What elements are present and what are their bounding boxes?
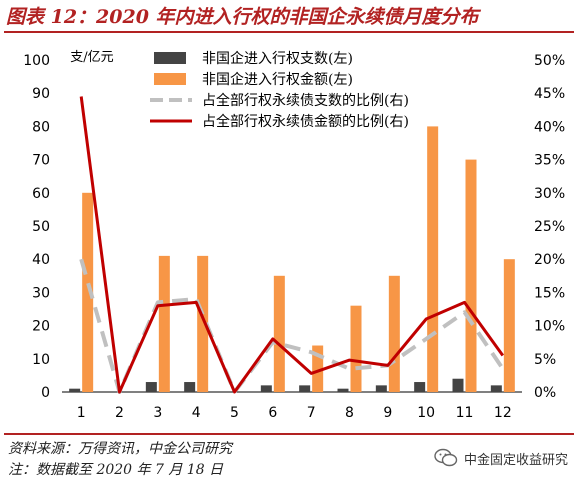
y-left-tick-label: 10: [32, 352, 50, 368]
bar: [158, 255, 170, 392]
bar: [299, 385, 311, 392]
y-right-tick-label: 30%: [534, 186, 565, 202]
x-tick-label: 1: [77, 405, 86, 421]
y-right-tick-label: 35%: [534, 153, 565, 169]
x-tick-label: 3: [153, 405, 162, 421]
x-tick-label: 5: [230, 405, 239, 421]
x-tick-label: 10: [417, 405, 435, 421]
y-left-tick-label: 30: [32, 285, 50, 301]
date-note: 注：数据截至 2020 年 7 月 18 日: [8, 462, 224, 478]
source-note: 资料来源：万得资讯，中金公司研究: [8, 441, 232, 457]
axes: 0 10 20 30 40 50 60 70 80 90 100 0% 5% 10% 15% 20% 25% 30…: [23, 50, 565, 421]
legend-swatch: [154, 73, 186, 85]
y-left-tick-label: 50: [32, 219, 50, 235]
y-left-tick-label: 0: [41, 385, 50, 401]
y-right-tick-label: 15%: [534, 285, 565, 301]
bar: [337, 388, 349, 392]
bar: [465, 159, 477, 392]
bar: [69, 388, 81, 392]
x-tick-label: 8: [345, 405, 354, 421]
x-tick-label: 11: [456, 405, 474, 421]
bar: [375, 385, 387, 392]
watermark: 中金固定收益研究: [434, 448, 568, 468]
y-right-tick-label: 0%: [534, 385, 556, 401]
legend-label: 占全部行权永续债金额的比例(右): [202, 113, 409, 130]
bar: [388, 275, 400, 392]
x-tick-label: 9: [383, 405, 392, 421]
legend-label: 非国企进入行权支数(左): [202, 50, 353, 67]
y-right-tick-label: 45%: [534, 86, 565, 102]
lines: [79, 96, 505, 394]
y-right-tick-label: 5%: [534, 352, 556, 368]
bar: [414, 382, 426, 392]
y-right-tick-label: 20%: [534, 252, 565, 268]
y-left-tick-label: 70: [32, 153, 50, 169]
bar: [260, 385, 272, 392]
y-left-tick-label: 80: [32, 119, 50, 135]
bar: [184, 382, 196, 392]
series-line: [79, 96, 505, 394]
legend-swatch: [154, 52, 186, 64]
bars: [69, 126, 515, 393]
bar: [427, 126, 439, 393]
y-left-tick-label: 40: [32, 252, 50, 268]
x-tick-label: 7: [307, 405, 316, 421]
y-left-tick-label: 20: [32, 319, 50, 335]
bar: [82, 192, 94, 392]
y-left-tick-label: 90: [32, 86, 50, 102]
x-tick-label: 6: [268, 405, 277, 421]
y-left-tick-label: 60: [32, 186, 50, 202]
wechat-icon: [434, 448, 458, 467]
y-right-tick-label: 40%: [534, 119, 565, 135]
legend-label: 占全部行权永续债支数的比例(右): [202, 92, 409, 109]
chart-title: 图表 12：2020 年内进入行权的非国企永续债月度分布: [6, 6, 479, 28]
series-line: [79, 258, 505, 394]
chart: 0 10 20 30 40 50 60 70 80 90 100 0% 5% 10% 15% 20% 25% 30…: [23, 50, 565, 421]
bar: [273, 275, 285, 392]
bar: [490, 385, 502, 392]
y-right-tick-label: 10%: [534, 319, 565, 335]
bar: [312, 345, 324, 392]
title-divider: [4, 31, 574, 33]
x-tick-label: 2: [115, 405, 124, 421]
y-left-axis-label: 支/亿元: [70, 50, 113, 65]
bar: [197, 255, 209, 392]
y-right-tick-label: 25%: [534, 219, 565, 235]
legend: 非国企进入行权支数(左) 非国企进入行权金额(左) 占全部行权永续债支数的比例(右)…: [150, 50, 409, 130]
legend-label: 非国企进入行权金额(左): [202, 71, 353, 88]
x-tick-label: 12: [494, 405, 512, 421]
y-right-tick-label: 50%: [534, 53, 565, 69]
watermark-text: 中金固定收益研究: [463, 452, 568, 468]
y-left-tick-label: 100: [23, 53, 50, 69]
bar: [145, 382, 157, 392]
bar: [503, 259, 515, 392]
footer-divider: [4, 433, 574, 435]
bar: [350, 305, 362, 392]
x-tick-label: 4: [192, 405, 201, 421]
bar: [452, 378, 464, 392]
